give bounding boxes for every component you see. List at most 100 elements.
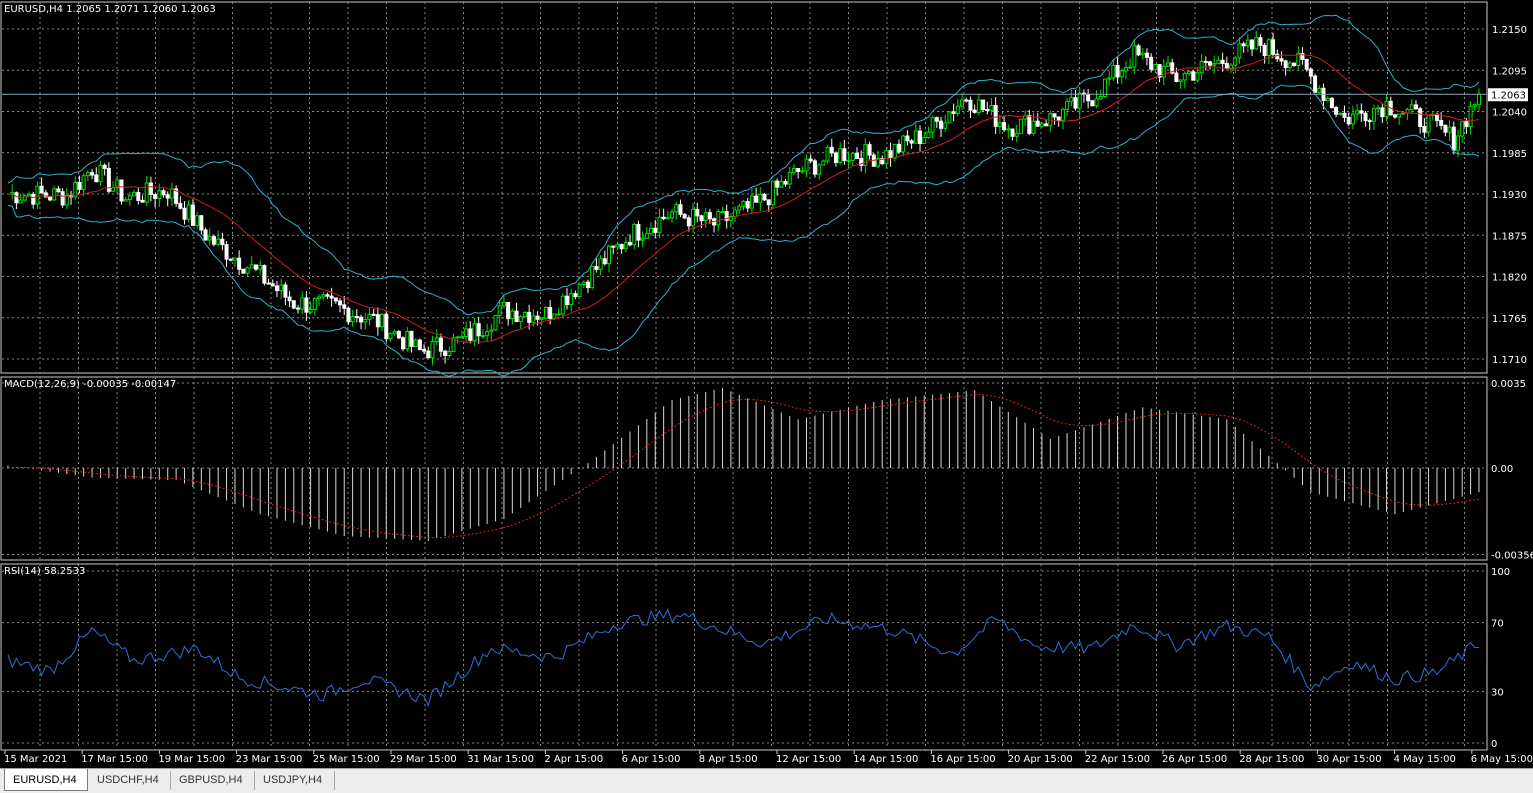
candle-body: [947, 111, 952, 124]
candle-body: [1363, 112, 1368, 122]
x-tick-label: 30 Apr 15:00: [1316, 754, 1381, 765]
candle-body: [1250, 39, 1255, 50]
candle-body: [459, 336, 464, 339]
candle-body: [224, 244, 229, 260]
candle-body: [1212, 63, 1217, 66]
chart-canvas[interactable]: 1.2150 1.2095 1.2040 1.1985 1.1930 1.1875 1.18…: [0, 0, 1533, 768]
macd-histogram: [7, 387, 1480, 541]
candle-body: [670, 211, 675, 219]
candle-body: [241, 268, 246, 274]
candle-body: [39, 185, 44, 194]
x-tick-label: 6 Apr 15:00: [622, 754, 681, 765]
candle-body: [1044, 123, 1049, 127]
tab-usdchf-h4[interactable]: USDCHF,H4: [89, 771, 171, 790]
candle-body: [934, 117, 939, 122]
tab-eurusd-h4[interactable]: EURUSD,H4: [4, 769, 88, 791]
tab-gbpusd-h4[interactable]: GBPUSD,H4: [171, 771, 255, 790]
candle-body: [501, 302, 506, 307]
macd-tick-label: 0.0035: [1491, 379, 1526, 390]
candle-body: [1355, 110, 1360, 115]
candle-body: [707, 212, 712, 220]
candle-body: [628, 242, 633, 246]
x-tick-label: 31 Mar 15:00: [467, 754, 534, 765]
candle-body: [43, 192, 48, 198]
candle-body: [199, 215, 204, 231]
candle-body: [1056, 116, 1061, 122]
candle-body: [527, 311, 532, 323]
candle-body: [682, 213, 687, 219]
candle-body: [409, 330, 414, 347]
candle-body: [615, 243, 620, 248]
candle-body: [426, 350, 431, 359]
candle-body: [52, 188, 57, 201]
candle-body: [1275, 53, 1280, 60]
candle-body: [829, 146, 834, 154]
candle-body: [548, 306, 553, 319]
candle-body: [203, 229, 208, 241]
candle-body: [413, 339, 418, 347]
candle-body: [665, 217, 670, 220]
candle-body: [245, 267, 250, 274]
candle-body: [602, 258, 607, 265]
candle-body: [1418, 108, 1423, 127]
candle-body: [253, 264, 258, 270]
candle-body: [371, 313, 376, 316]
candle-body: [1233, 57, 1238, 66]
candle-body: [77, 181, 82, 190]
candle-body: [1165, 62, 1170, 67]
candle-body: [493, 314, 498, 331]
candle-body: [543, 306, 548, 319]
candle-body: [73, 181, 78, 198]
candle-body: [825, 146, 830, 162]
candle-body: [1086, 93, 1091, 102]
price-tick-label: 1.1985: [1492, 149, 1527, 160]
candle-body: [165, 194, 170, 199]
candle-body: [1170, 62, 1175, 74]
candle-body: [623, 242, 628, 250]
x-tick-label: 2 Apr 15:00: [544, 754, 603, 765]
tab-usdjpy-h4[interactable]: USDJPY,H4: [255, 771, 335, 790]
candle-body: [1069, 97, 1074, 102]
candle-body: [1035, 120, 1040, 127]
candle-body: [228, 258, 233, 261]
chart-tab-bar: EURUSD,H4 USDCHF,H4 GBPUSD,H4 USDJPY,H4: [0, 768, 1533, 793]
chart-area[interactable]: 1.2150 1.2095 1.2040 1.1985 1.1930 1.1875 1.18…: [0, 0, 1533, 768]
x-tick-label: 20 Apr 15:00: [1008, 754, 1073, 765]
candle-body: [691, 208, 696, 227]
candle-body: [1329, 97, 1334, 109]
price-tick-label: 1.1710: [1492, 355, 1527, 366]
candle-body: [997, 122, 1002, 127]
candle-body: [1174, 72, 1179, 82]
x-tick-label: 14 Apr 15:00: [853, 754, 918, 765]
macd-signal-line: [7, 393, 1480, 539]
candle-body: [1132, 45, 1137, 68]
candle-body: [649, 227, 654, 234]
x-tick-label: 19 Mar 15:00: [158, 754, 225, 765]
candle-body: [770, 180, 775, 206]
candle-body: [1287, 62, 1292, 69]
candle-body: [686, 217, 691, 227]
candle-body: [1283, 60, 1288, 69]
candle-body: [745, 201, 750, 209]
candle-body: [274, 285, 279, 292]
price-tick-label: 1.2095: [1492, 66, 1527, 77]
candle-body: [375, 314, 380, 328]
candle-body: [1115, 64, 1120, 78]
current-price-box: [1488, 88, 1528, 102]
candle-body: [178, 202, 183, 209]
candle-body: [913, 130, 918, 144]
candle-body: [1397, 113, 1402, 118]
candle-body: [960, 99, 965, 107]
macd-tick-label: -0.00356: [1491, 550, 1533, 561]
candle-body: [678, 204, 683, 215]
candle-body: [1254, 37, 1259, 50]
candle-body: [338, 300, 343, 306]
candle-body: [854, 152, 859, 159]
candle-body: [556, 313, 561, 316]
rsi-pane-frame: [0, 563, 1488, 751]
rsi-line: [7, 608, 1480, 707]
candle-body: [833, 152, 838, 163]
x-tick-label: 23 Mar 15:00: [236, 754, 303, 765]
macd-pane-label: MACD(12,26,9) -0.00035 -0.00147: [4, 379, 177, 390]
candle-body: [22, 195, 27, 201]
